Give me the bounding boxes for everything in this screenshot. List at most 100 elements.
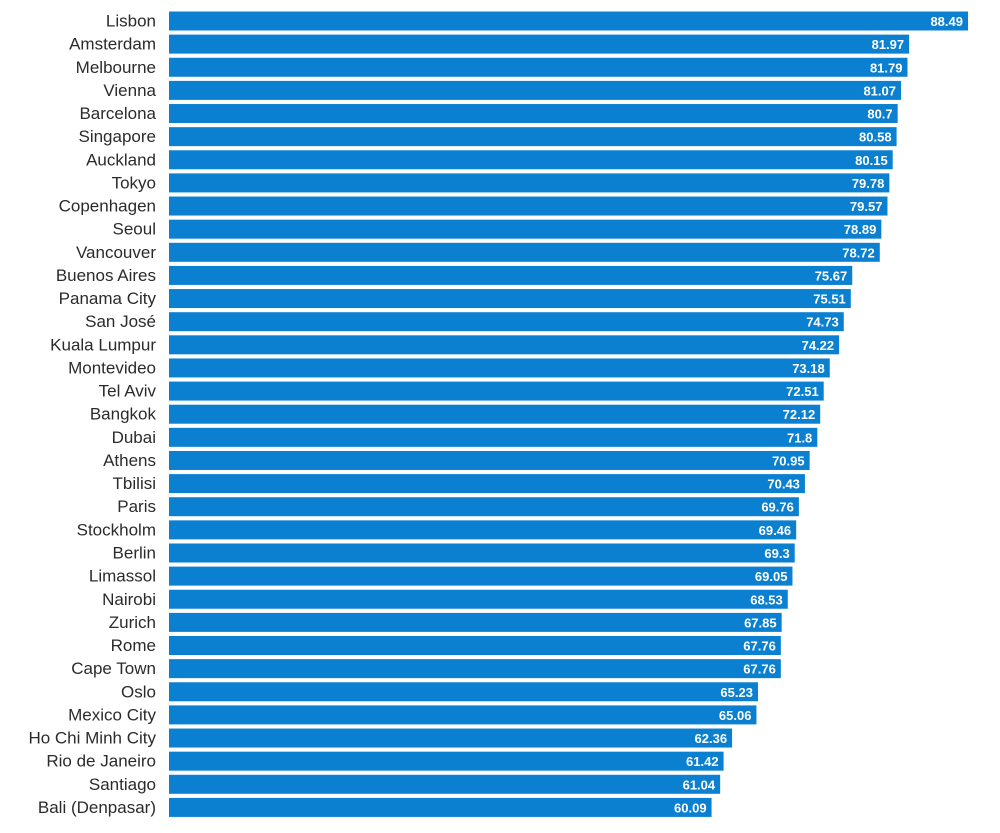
category-label: Panama City [59, 289, 157, 308]
value-label: 80.15 [855, 153, 888, 168]
category-label: Melbourne [76, 58, 156, 77]
category-labels-layer: Lisbon Amsterdam Melbourne Vienna Barcelona S… [28, 12, 156, 817]
bar [169, 751, 724, 771]
bar [169, 127, 897, 147]
bar [169, 11, 968, 31]
bar [169, 381, 824, 401]
value-label: 74.22 [802, 338, 835, 353]
value-label: 61.42 [686, 754, 719, 769]
value-label: 68.53 [750, 592, 783, 607]
value-label: 72.51 [786, 384, 819, 399]
value-labels-layer: 88.49 81.97 81.79 81.07 80.7 80.58 80.15 79.78 7… [674, 14, 963, 815]
category-label: Rome [111, 636, 156, 655]
value-label: 75.51 [813, 292, 846, 307]
bar [169, 104, 898, 124]
bar [169, 566, 793, 586]
category-label: Athens [103, 451, 156, 470]
category-label: Mexico City [68, 705, 156, 724]
value-label: 69.05 [755, 569, 788, 584]
category-label: Bali (Denpasar) [38, 798, 156, 817]
bar [169, 659, 781, 679]
bar [169, 219, 882, 239]
bars-layer [169, 11, 968, 817]
bar [169, 242, 880, 262]
category-label: Barcelona [79, 104, 156, 123]
value-label: 62.36 [695, 731, 728, 746]
category-label: Singapore [78, 127, 156, 146]
value-label: 69.3 [764, 546, 789, 561]
category-label: Tokyo [112, 173, 156, 192]
bar [169, 682, 758, 702]
bar [169, 474, 805, 494]
bar [169, 450, 810, 470]
category-label: Kuala Lumpur [50, 335, 156, 354]
category-label: Stockholm [77, 520, 156, 539]
bar [169, 612, 782, 632]
value-label: 81.07 [863, 83, 896, 98]
bar [169, 265, 853, 285]
bar [169, 404, 821, 424]
category-label: Amsterdam [69, 35, 156, 54]
value-label: 67.76 [743, 662, 776, 677]
bar [169, 497, 799, 517]
value-label: 75.67 [815, 268, 848, 283]
category-label: Seoul [113, 220, 156, 239]
category-label: Auckland [86, 150, 156, 169]
category-label: Vienna [103, 81, 156, 100]
bar [169, 173, 890, 193]
category-label: Oslo [121, 682, 156, 701]
bar [169, 520, 797, 540]
category-label: Dubai [112, 428, 156, 447]
bar [169, 335, 840, 355]
value-label: 81.79 [870, 60, 903, 75]
bar [169, 34, 910, 54]
category-label: Copenhagen [59, 197, 156, 216]
value-label: 67.76 [743, 639, 776, 654]
bar [169, 196, 888, 216]
value-label: 79.57 [850, 199, 883, 214]
bar [169, 289, 851, 309]
bar [169, 589, 788, 609]
bar [169, 150, 893, 170]
bar [169, 728, 733, 748]
bar [169, 358, 830, 378]
value-label: 79.78 [852, 176, 885, 191]
value-label: 70.43 [767, 477, 800, 492]
category-label: Rio de Janeiro [46, 752, 156, 771]
category-label: Ho Chi Minh City [28, 729, 156, 748]
value-label: 74.73 [806, 315, 839, 330]
category-label: Limassol [89, 567, 156, 586]
category-label: Paris [117, 497, 156, 516]
value-label: 73.18 [792, 361, 825, 376]
value-label: 72.12 [783, 407, 816, 422]
bar [169, 774, 721, 794]
value-label: 78.89 [844, 222, 877, 237]
category-label: Vancouver [76, 243, 156, 262]
value-label: 88.49 [930, 14, 963, 29]
value-label: 80.58 [859, 130, 892, 145]
bar [169, 636, 781, 656]
value-label: 80.7 [867, 107, 892, 122]
bar [169, 57, 908, 77]
category-label: Bangkok [90, 405, 157, 424]
value-label: 69.76 [761, 500, 794, 515]
category-label: Tbilisi [113, 474, 156, 493]
category-label: Cape Town [71, 659, 156, 678]
category-label: Nairobi [102, 590, 156, 609]
value-label: 65.06 [719, 708, 752, 723]
value-label: 78.72 [842, 245, 875, 260]
value-label: 67.85 [744, 615, 777, 630]
bar [169, 80, 901, 100]
value-label: 71.8 [787, 430, 812, 445]
category-label: Buenos Aires [56, 266, 156, 285]
value-label: 69.46 [759, 523, 792, 538]
category-label: Lisbon [106, 12, 156, 31]
bar [169, 312, 844, 332]
value-label: 60.09 [674, 800, 707, 815]
value-label: 61.04 [683, 777, 716, 792]
category-label: San José [85, 312, 156, 331]
value-label: 81.97 [872, 37, 905, 52]
category-label: Santiago [89, 775, 156, 794]
bar [169, 543, 795, 563]
